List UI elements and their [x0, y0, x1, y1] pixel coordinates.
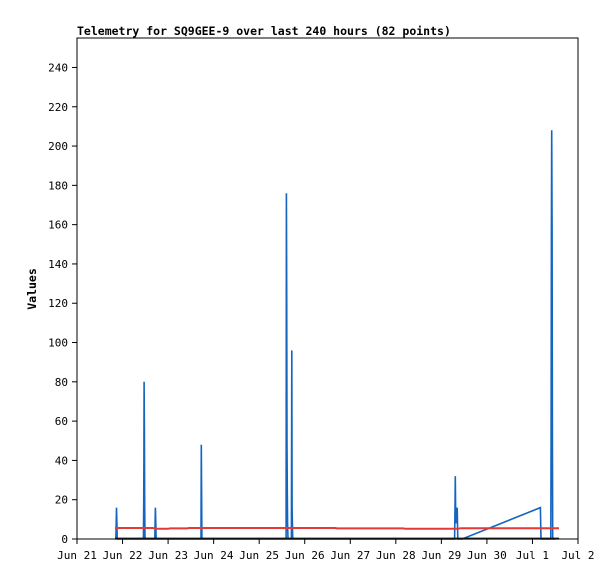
x-tick-label: Jun 21	[57, 549, 97, 562]
y-axis-label: Values	[25, 268, 39, 310]
y-tick-label: 80	[55, 376, 68, 389]
y-tick-label: 140	[48, 258, 68, 271]
y-tick-label: 60	[55, 415, 68, 428]
series-layer	[115, 130, 559, 540]
chart-title: Telemetry for SQ9GEE-9 over last 240 hou…	[77, 24, 451, 38]
y-tick-label: 200	[48, 140, 68, 153]
x-tick-label: Jun 24	[194, 549, 234, 562]
y-tick-label: 120	[48, 297, 68, 310]
x-tick-label: Jun 30	[467, 549, 507, 562]
y-tick-label: 180	[48, 179, 68, 192]
x-tick-label: Jun 22	[103, 549, 143, 562]
y-tick-label: 220	[48, 101, 68, 114]
x-tick-label: Jun 28	[376, 549, 416, 562]
x-tick-label: Jun 25	[239, 549, 279, 562]
series-line-2	[115, 527, 559, 530]
x-tick-label: Jul 1	[516, 549, 549, 562]
y-tick-label: 160	[48, 219, 68, 232]
y-axis: 0 20 40 60 80 100 120 140 160 180 200 220 240	[48, 61, 77, 546]
x-tick-label: Jun 26	[285, 549, 325, 562]
y-tick-label: 0	[61, 533, 68, 546]
x-axis: Jun 21 Jun 22 Jun 23 Jun 24 Jun 25 Jun 26 Jun …	[57, 539, 595, 562]
x-tick-label: Jun 23	[148, 549, 188, 562]
x-tick-label: Jun 27	[330, 549, 370, 562]
plot-frame	[76, 37, 579, 540]
y-tick-label: 240	[48, 61, 68, 74]
y-tick-label: 40	[55, 454, 68, 467]
x-tick-label: Jul 2	[561, 549, 594, 562]
y-tick-label: 20	[55, 494, 68, 507]
y-tick-label: 100	[48, 337, 68, 350]
x-tick-label: Jun 29	[421, 549, 461, 562]
